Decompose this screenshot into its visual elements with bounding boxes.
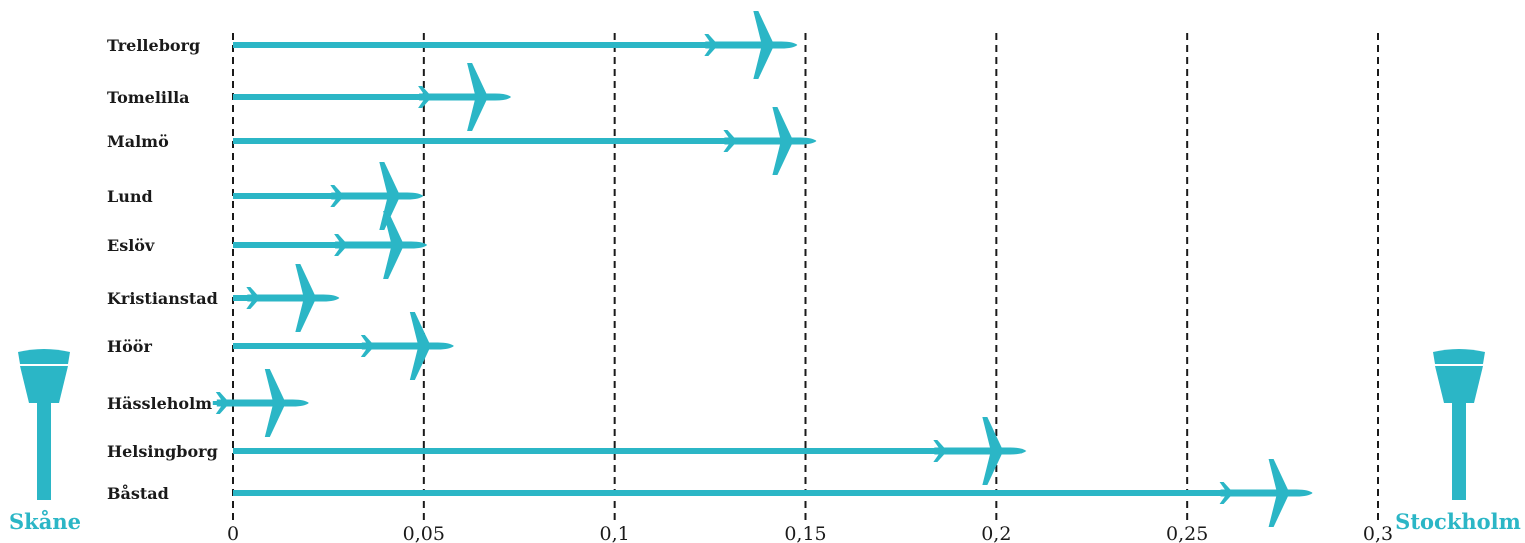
airplane-icon [701,11,798,79]
airplane-icon [1216,459,1313,527]
bar [233,138,747,144]
x-tick-label: 0,2 [981,523,1011,543]
airplane-icon [327,162,424,230]
category-label: Höör [107,337,152,356]
left-endpoint-label: Skåne [9,509,81,534]
control-tower-icon [18,349,70,500]
category-label: Helsingborg [107,442,218,461]
airplane-icon [415,63,512,131]
category-label: Trelleborg [107,36,200,55]
bar [233,490,1243,496]
category-label: Kristianstad [107,289,218,308]
x-tick-label: 0,1 [600,523,630,543]
category-label: Lund [107,187,153,206]
x-tick-label: 0,25 [1166,523,1208,543]
airplane-icon [243,264,340,332]
bar [233,242,358,248]
bar [233,42,728,48]
airplane-icon [720,107,817,175]
bar [233,193,354,199]
category-label: Malmö [107,132,169,151]
airplane-icon [930,417,1027,485]
bar [233,448,957,454]
bar [233,343,384,349]
category-label: Båstad [107,483,169,503]
x-tick-label: 0,3 [1363,523,1393,543]
bar [233,94,442,100]
airplane-icon [212,369,309,437]
bars [233,42,1243,496]
right-endpoint-label: Stockholm [1395,509,1521,534]
airplane-icon [357,312,454,380]
category-label: Tomelilla [107,88,190,107]
control-tower-icon [1433,349,1485,500]
category-labels: Trelleborg Tomelilla Malmö Lund Eslöv Kristia… [107,36,218,503]
grid-lines [232,33,1379,520]
category-label: Eslöv [107,236,155,255]
airplane-icon [331,211,428,279]
category-label: Hässleholm [107,394,212,413]
x-tick-label: 0,05 [403,523,445,543]
x-tick-label: 0 [227,523,239,543]
x-tick-label: 0,15 [784,523,826,543]
x-tick-labels: 0 0,05 0,1 0,15 0,2 0,25 0,3 [227,523,1393,543]
